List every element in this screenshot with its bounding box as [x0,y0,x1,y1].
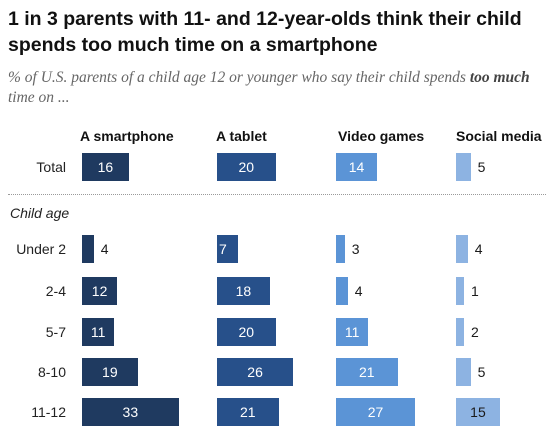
row-label-total: Total [36,159,66,175]
value-label-a-tablet-8-10: 26 [247,364,263,380]
value-label-a-tablet-under-2: 7 [219,241,227,257]
bar-social-media-5-7 [456,318,464,346]
column-header-smartphone: A smartphone [80,128,174,144]
row-label-2-4: 2-4 [45,283,66,299]
bar-social-media-2-4 [456,277,464,305]
value-label-a-smartphone-2-4: 12 [91,283,108,299]
bar-social-media-8-10 [456,358,471,386]
bar-a-smartphone-total [82,153,129,181]
value-label-a-smartphone-total: 16 [97,159,114,175]
bar-a-smartphone-8-10 [82,358,138,386]
column-header-video-games: Video games [338,128,425,144]
row-label-8-10: 8-10 [37,364,66,380]
value-label-video-games-2-4: 4 [354,283,363,299]
bar-a-smartphone-11-12 [82,398,179,426]
value-label-social-media-11-12: 15 [470,404,486,420]
value-label-a-smartphone-5-7: 11 [90,324,106,340]
value-label-a-smartphone-8-10: 19 [102,364,118,380]
bar-social-media-total [456,153,471,181]
column-header-social-media: Social media [456,128,542,144]
bar-a-smartphone-under-2 [82,235,94,263]
value-label-a-smartphone-11-12: 33 [122,404,139,420]
value-label-social-media-under-2: 4 [474,241,483,257]
value-label-video-games-5-7: 11 [344,324,360,340]
bar-a-tablet-2-4 [217,277,270,305]
value-label-video-games-11-12: 27 [367,404,384,420]
chart-subtitle: % of U.S. parents of a child age 12 or y… [8,68,548,108]
bar-social-media-under-2 [456,235,468,263]
group-label-child-age: Child age [10,205,70,221]
value-label-a-tablet-11-12: 21 [239,404,256,420]
value-label-a-smartphone-under-2: 4 [100,241,109,257]
value-label-social-media-2-4: 1 [471,283,479,299]
column-header-tablet: A tablet [216,128,267,144]
bar-a-tablet-under-2 [217,235,238,263]
bar-video-games-under-2 [336,235,345,263]
row-label-under-2: Under 2 [16,241,66,257]
bar-video-games-2-4 [336,277,348,305]
value-label-video-games-under-2: 3 [351,241,360,257]
chart-title: 1 in 3 parents with 11- and 12-year-olds… [8,8,522,56]
bar-social-media-11-12 [456,398,500,426]
bar-a-tablet-8-10 [217,358,294,386]
value-label-a-tablet-2-4: 18 [235,283,252,299]
value-label-social-media-5-7: 2 [471,324,479,340]
value-label-video-games-total: 14 [348,159,365,175]
bar-a-tablet-5-7 [217,318,276,346]
bar-a-tablet-11-12 [217,398,279,426]
row-label-5-7: 5-7 [45,324,66,340]
value-label-a-tablet-5-7: 20 [238,324,255,340]
bar-a-smartphone-5-7 [82,318,115,346]
bar-video-games-total [336,153,378,181]
value-label-social-media-total: 5 [477,159,486,175]
subtitle-prefix: % of U.S. parents of a child age 12 or y… [8,69,470,86]
value-label-social-media-8-10: 5 [477,364,486,380]
section-divider [8,194,546,195]
subtitle-emphasis: too much [469,69,530,86]
row-label-11-12: 11-12 [31,404,66,420]
bar-video-games-8-10 [336,358,398,386]
bar-a-smartphone-2-4 [82,277,118,305]
bar-video-games-5-7 [336,318,369,346]
value-label-a-tablet-total: 20 [238,159,255,175]
subtitle-suffix: time on ... [8,89,70,106]
value-label-video-games-8-10: 21 [358,364,375,380]
bar-video-games-11-12 [336,398,416,426]
bar-a-tablet-total [217,153,276,181]
